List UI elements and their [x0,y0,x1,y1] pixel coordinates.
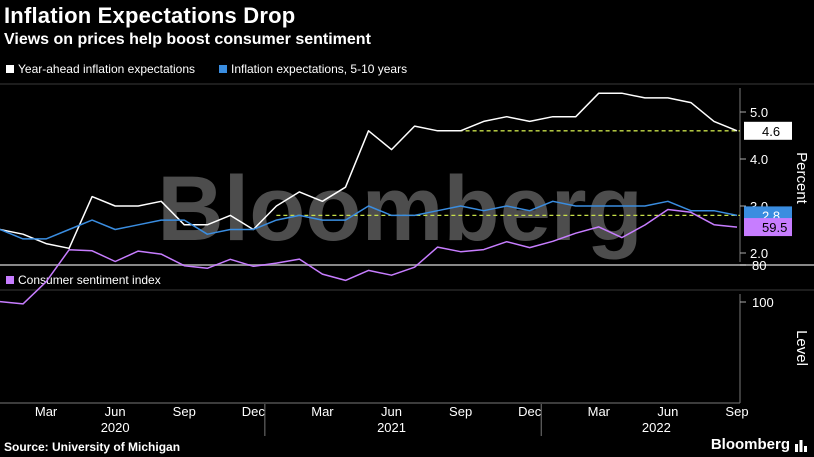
legend-label-sentiment: Consumer sentiment index [18,273,161,287]
series-line-year-ahead [0,92,738,250]
x-tick-label: Mar [35,404,58,419]
source-note: Source: University of Michigan [4,440,181,454]
x-tick-label: Sep [725,404,748,419]
top-y-tick-label: 4.0 [750,152,768,167]
watermark-text: Bloomberg [157,158,643,260]
x-tick-label: Sep [449,404,472,419]
last-value-sentiment-box [744,218,792,237]
top-y-axis-title: Percent [793,152,810,205]
x-tick-label: Jun [381,404,402,419]
legend-item-5-10-years: Inflation expectations, 5-10 years [219,62,407,76]
x-tick-label: Mar [311,404,334,419]
legend-swatch-white [6,65,14,73]
bottom-y-tick-label: 80 [752,258,766,273]
x-year-label: 2020 [101,420,130,435]
legend-swatch-blue [219,65,227,73]
x-tick-label: Jun [105,404,126,419]
legend-item-year-ahead: Year-ahead inflation expectations [6,62,195,76]
x-tick-label: Dec [518,404,542,419]
x-tick-label: Dec [242,404,266,419]
legend-label-year-ahead: Year-ahead inflation expectations [18,62,196,76]
legend-swatch-purple [6,276,14,284]
x-tick-label: Jun [657,404,678,419]
top-y-tick-label: 2.0 [750,246,768,261]
bottom-y-axis-title: Level [793,330,810,366]
chart-subtitle: Views on prices help boost consumer sent… [4,31,371,48]
brand-text: Bloomberg [710,436,790,453]
bar-chart-icon [795,439,807,452]
bloomberg-logo: Bloomberg [711,436,808,453]
bottom-y-tick-label: 100 [752,295,774,310]
legend-item-sentiment: Consumer sentiment index [6,273,161,287]
x-tick-label: Mar [588,404,611,419]
top-y-tick-label: 5.0 [750,105,768,120]
x-year-label: 2022 [642,420,671,435]
series-line-5-10-years [0,200,738,240]
last-value-year-ahead-text: 4.6 [762,124,780,139]
last-value-year-ahead-box [744,121,792,140]
chart-title: Inflation Expectations Drop [4,3,296,28]
last-value-sentiment-text: 59.5 [762,220,787,235]
x-tick-label: Sep [173,404,196,419]
legend-label-5-10-years: Inflation expectations, 5-10 years [231,62,408,76]
x-year-label: 2021 [377,420,406,435]
series-line-sentiment [0,208,738,305]
